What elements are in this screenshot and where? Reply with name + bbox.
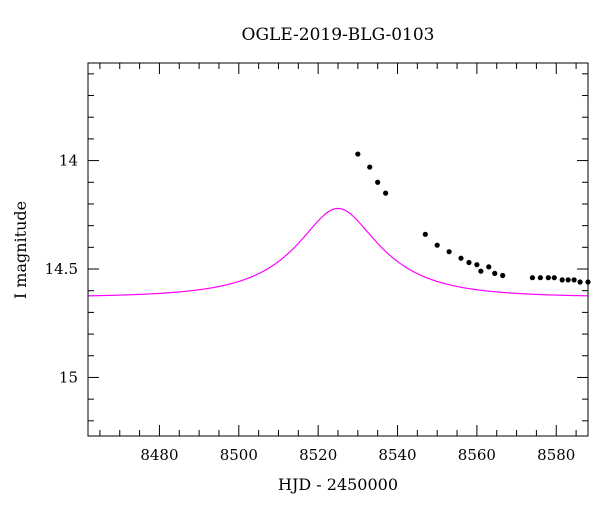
- y-axis-label: I magnitude: [11, 201, 30, 299]
- data-point: [565, 277, 571, 283]
- data-point: [577, 279, 583, 285]
- data-point: [492, 270, 498, 276]
- data-point: [446, 249, 452, 255]
- data-point: [434, 242, 440, 248]
- x-tick-label: 8500: [220, 446, 258, 464]
- data-point: [458, 255, 464, 261]
- data-point: [537, 275, 543, 281]
- x-tick-label: 8560: [458, 446, 496, 464]
- x-tick-labels: 8480 8500 8520 8540 8560 8580: [140, 446, 575, 464]
- plot-frame: [87, 62, 589, 437]
- axis-ticks: [88, 63, 588, 436]
- data-point: [375, 179, 381, 185]
- y-tick-labels: 14 14.5 15: [45, 152, 78, 387]
- y-tick-label: 15: [59, 368, 78, 386]
- y-tick-label: 14.5: [45, 260, 78, 278]
- data-point: [559, 277, 565, 283]
- x-tick-label: 8580: [537, 446, 575, 464]
- x-tick-label: 8520: [299, 446, 337, 464]
- data-point: [466, 259, 472, 266]
- data-point: [486, 264, 492, 270]
- x-tick-label: 8540: [378, 446, 416, 464]
- data-point: [478, 268, 484, 274]
- data-point: [500, 272, 506, 279]
- model-curve: [88, 207, 588, 297]
- chart-title: OGLE-2019-BLG-0103: [242, 25, 435, 45]
- data-point: [571, 277, 577, 283]
- data-point: [422, 231, 428, 237]
- data-point: [367, 164, 373, 170]
- data-point: [355, 151, 361, 157]
- x-tick-label: 8480: [140, 446, 178, 464]
- x-axis-label: HJD - 2450000: [278, 475, 398, 494]
- data-point: [474, 262, 480, 268]
- data-point: [529, 275, 536, 281]
- data-point: [383, 190, 389, 196]
- data-point: [551, 275, 557, 281]
- data-points: [355, 151, 591, 285]
- y-tick-label: 14: [59, 152, 78, 170]
- data-point: [545, 275, 551, 281]
